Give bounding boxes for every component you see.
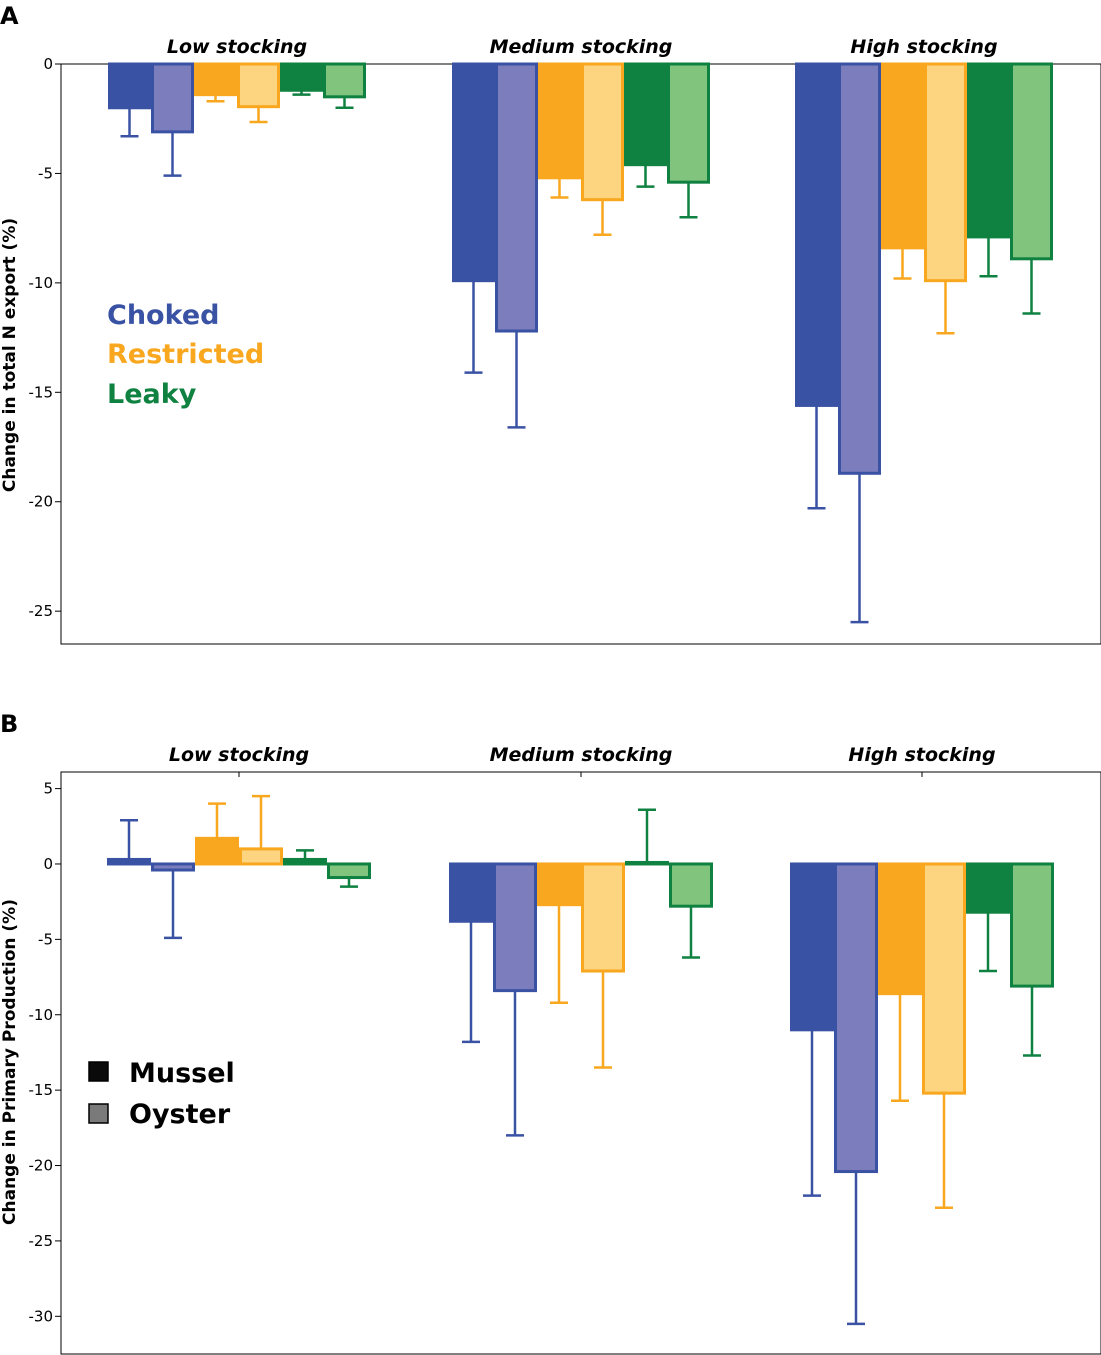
group-title-medium-stocking: Medium stocking: [490, 36, 673, 58]
panel-b-marks: 5 0 -5 -10 -15 -20 -25 -30 Low stocking Medium st…: [29, 744, 1054, 1325]
bar-leaky-mussel-low-stocking: [280, 62, 323, 92]
bar-choked-mussel-medium-stocking: [449, 862, 493, 923]
y-tick-label: -20: [29, 493, 54, 511]
bar-choked-mussel-low-stocking: [107, 857, 151, 866]
panel-a-marks: 0 -5 -10 -15 -20 -25 Low stocking Medium stocki…: [29, 36, 1053, 624]
bar-choked-mussel-low-stocking: [108, 62, 151, 110]
bar-choked-oyster-high-stocking: [838, 62, 881, 475]
panel-a: A 0 -5 -10 -15 -20 -25 Low stocking Medium stoc…: [0, 2, 1101, 645]
bar-choked-oyster-medium-stocking: [495, 62, 538, 333]
bar-restricted-oyster-high-stocking: [922, 862, 966, 1095]
group-title-low-stocking: Low stocking: [167, 36, 307, 58]
y-tick-label: 0: [43, 855, 53, 873]
bar-leaky-oyster-high-stocking: [1010, 862, 1054, 988]
bar-choked-oyster-low-stocking: [151, 62, 194, 134]
bar-choked-mussel-high-stocking: [795, 62, 838, 407]
y-tick-label: -25: [29, 602, 54, 620]
y-axis-label-a: Change in total N export (%): [0, 218, 20, 492]
legend-oyster-swatch: [88, 1103, 109, 1124]
bar-leaky-oyster-medium-stocking: [667, 62, 710, 184]
legend-species: Mussel Oyster: [88, 1058, 235, 1130]
legend-oyster: Oyster: [129, 1099, 231, 1130]
bar-restricted-oyster-medium-stocking: [581, 862, 625, 973]
legend-connectivity: Choked Restricted Leaky: [107, 300, 264, 410]
bar-choked-oyster-medium-stocking: [493, 862, 537, 993]
y-tick-label: -5: [38, 930, 53, 948]
legend-mussel: Mussel: [129, 1058, 235, 1089]
bar-leaky-mussel-medium-stocking: [624, 62, 667, 167]
y-tick-label: 5: [43, 780, 53, 798]
y-tick-label: -30: [29, 1307, 54, 1325]
group-title-high-stocking: High stocking: [848, 744, 995, 766]
bar-choked-oyster-low-stocking: [151, 862, 195, 872]
group-title-medium-stocking: Medium stocking: [490, 744, 673, 766]
bar-restricted-mussel-medium-stocking: [538, 62, 581, 180]
bar-choked-oyster-high-stocking: [834, 862, 878, 1174]
bar-restricted-oyster-low-stocking: [239, 847, 283, 866]
group-title-high-stocking: High stocking: [850, 36, 997, 58]
legend-leaky: Leaky: [107, 379, 197, 410]
legend-choked: Choked: [107, 300, 219, 331]
bar-leaky-mussel-high-stocking: [966, 862, 1010, 914]
bar-choked-mussel-high-stocking: [790, 862, 834, 1032]
bar-choked-mussel-medium-stocking: [452, 62, 495, 283]
bar-restricted-oyster-low-stocking: [237, 62, 280, 109]
panel-letter-a: A: [0, 2, 19, 30]
bar-leaky-mussel-high-stocking: [967, 62, 1010, 239]
y-tick-label: -25: [29, 1232, 54, 1250]
y-tick-label: -5: [38, 164, 53, 182]
bar-leaky-mussel-medium-stocking: [625, 860, 669, 866]
bar-restricted-mussel-low-stocking: [194, 62, 237, 97]
legend-restricted: Restricted: [107, 339, 264, 370]
panel-letter-b: B: [0, 710, 18, 738]
panel-b: B 5 0 -5 -10 -15 -20 -25 -30 Low stocking Medium …: [0, 710, 1101, 1355]
bar-restricted-mussel-high-stocking: [878, 862, 922, 996]
bar-leaky-oyster-high-stocking: [1010, 62, 1053, 261]
bar-restricted-mussel-medium-stocking: [537, 862, 581, 907]
y-tick-label: -20: [29, 1157, 54, 1175]
bar-leaky-oyster-low-stocking: [323, 62, 366, 99]
group-title-low-stocking: Low stocking: [169, 744, 309, 766]
bar-restricted-oyster-high-stocking: [924, 62, 967, 283]
bar-restricted-oyster-medium-stocking: [581, 62, 624, 202]
y-tick-label: -10: [29, 1006, 54, 1024]
y-tick-label: 0: [43, 55, 53, 73]
y-tick-label: -15: [29, 1081, 54, 1099]
bar-restricted-mussel-high-stocking: [881, 62, 924, 250]
bar-leaky-mussel-low-stocking: [283, 857, 327, 866]
legend-mussel-swatch: [88, 1061, 109, 1082]
bar-restricted-mussel-low-stocking: [195, 836, 239, 866]
y-tick-label: -10: [29, 274, 54, 292]
bar-leaky-oyster-medium-stocking: [669, 862, 713, 908]
y-axis-label-b: Change in Primary Production (%): [0, 899, 20, 1225]
bar-leaky-oyster-low-stocking: [327, 862, 371, 880]
y-tick-label: -15: [29, 383, 54, 401]
